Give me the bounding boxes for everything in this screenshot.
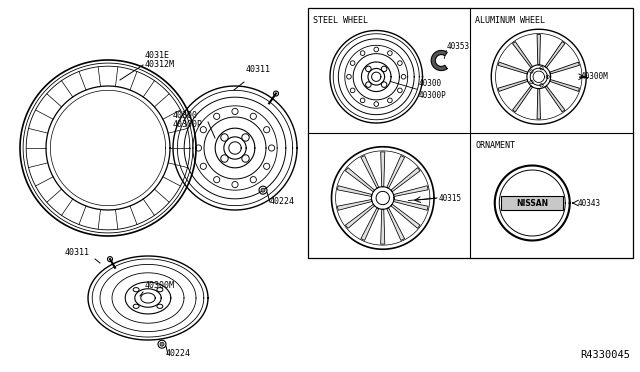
Polygon shape (337, 186, 372, 196)
Polygon shape (431, 51, 447, 70)
Text: 40353: 40353 (446, 42, 469, 51)
Circle shape (160, 342, 164, 346)
Text: 40311: 40311 (246, 65, 271, 74)
Bar (502, 196, 563, 210)
Polygon shape (537, 35, 540, 65)
Text: 40300: 40300 (419, 78, 442, 87)
Text: 40300P: 40300P (419, 91, 446, 100)
Polygon shape (337, 199, 372, 210)
Polygon shape (550, 80, 579, 92)
Polygon shape (498, 80, 528, 92)
Polygon shape (391, 168, 420, 192)
Text: 4031E: 4031E (145, 51, 170, 60)
Polygon shape (545, 42, 565, 68)
Text: ORNAMENT: ORNAMENT (476, 141, 515, 150)
Polygon shape (346, 204, 374, 228)
Text: 40300M: 40300M (581, 72, 609, 81)
Text: ALUMINUM WHEEL: ALUMINUM WHEEL (476, 16, 545, 25)
Text: 40300P: 40300P (173, 120, 203, 129)
Polygon shape (545, 86, 565, 112)
Polygon shape (387, 208, 404, 240)
Polygon shape (394, 186, 428, 196)
Text: STEEL WHEEL: STEEL WHEEL (313, 16, 368, 25)
Polygon shape (498, 62, 528, 74)
Polygon shape (387, 155, 404, 188)
Polygon shape (513, 42, 532, 68)
Polygon shape (537, 89, 540, 119)
Polygon shape (381, 209, 385, 244)
Text: R4330045: R4330045 (580, 350, 630, 360)
Polygon shape (361, 208, 379, 240)
Text: 40343: 40343 (578, 199, 601, 208)
Polygon shape (394, 199, 428, 210)
Text: NISSAN: NISSAN (516, 199, 548, 208)
Polygon shape (513, 86, 532, 112)
Polygon shape (361, 155, 379, 188)
Circle shape (261, 188, 265, 192)
Text: 40300: 40300 (173, 111, 198, 120)
Text: 40315: 40315 (439, 193, 462, 202)
Text: 40224: 40224 (270, 197, 295, 206)
Text: 40300M: 40300M (145, 281, 175, 290)
Polygon shape (381, 152, 385, 187)
Text: 40312M: 40312M (145, 60, 175, 69)
Text: 40224: 40224 (166, 349, 191, 358)
Bar (308, 8, 633, 258)
Text: 40311: 40311 (65, 248, 90, 257)
Polygon shape (346, 168, 374, 192)
Polygon shape (550, 62, 579, 74)
Polygon shape (391, 204, 420, 228)
